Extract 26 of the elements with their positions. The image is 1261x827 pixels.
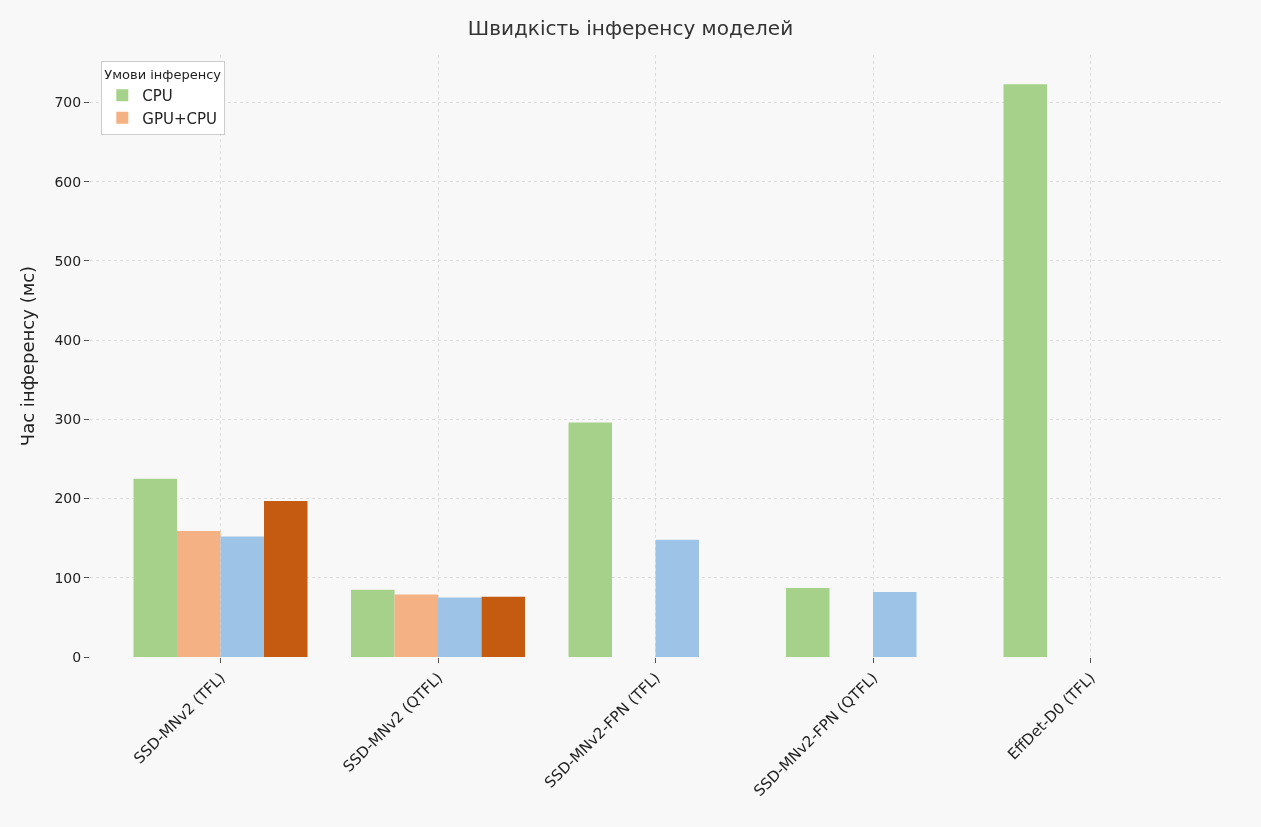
y-tick-label: 200: [54, 490, 82, 507]
legend-label: GPU+CPU: [142, 109, 218, 128]
bar: [351, 589, 395, 657]
bar: [133, 478, 177, 657]
bar: [1003, 84, 1047, 657]
y-axis-title: Час інференсу (мс): [16, 265, 38, 447]
bar: [220, 536, 264, 657]
bar: [394, 594, 438, 657]
bar: [177, 531, 221, 657]
y-tick-label: 700: [54, 94, 82, 111]
chart-title: Швидкість інференсу моделей: [467, 15, 794, 40]
y-tick-label: 100: [54, 569, 82, 586]
y-tick-label: 0: [72, 648, 82, 665]
bar: [438, 597, 482, 657]
bar: [264, 500, 308, 657]
y-tick-label: 600: [54, 173, 82, 190]
bar: [568, 422, 612, 657]
y-tick-label: 500: [54, 252, 82, 269]
bar: [481, 596, 525, 657]
y-tick-label: 300: [54, 411, 82, 428]
legend-title: Умови інференсу: [104, 66, 222, 82]
y-tick-label: 400: [54, 332, 82, 349]
bar: [873, 592, 917, 657]
bar: [655, 539, 699, 657]
bar: [786, 588, 830, 657]
legend-label: CPU: [142, 87, 173, 106]
